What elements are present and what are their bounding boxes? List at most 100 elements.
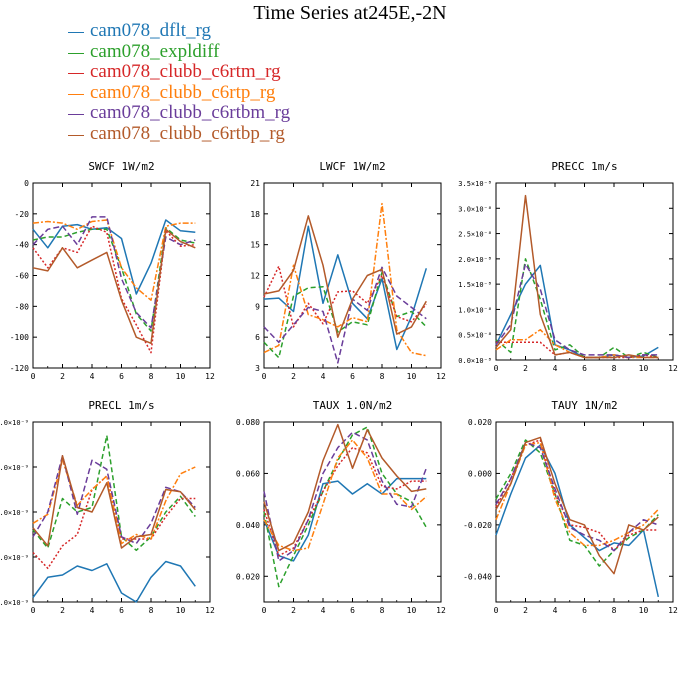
y-tick-label: -60 <box>15 272 30 281</box>
series-line-cam078-clubb-c6rtp-rg <box>32 219 196 301</box>
series-line-cam078-clubb-c6rtm-rg <box>32 475 196 570</box>
legend-swatch <box>68 73 84 74</box>
x-tick-label: 6 <box>119 606 124 615</box>
y-tick-label: 9 <box>255 302 260 311</box>
legend-swatch <box>68 52 84 54</box>
plot-frame <box>495 182 674 361</box>
y-tick-label: -0.020 <box>463 521 492 530</box>
series-line-cam078-expldiff <box>263 426 427 588</box>
chart-panel: TAUX 1.0N/m2 0 2 4 6 8 10 12 0.020 0.040 0.060 0.08… <box>236 399 446 615</box>
series-line-cam078-clubb-c6rtbp-rg <box>495 436 659 575</box>
x-tick-label: 0 <box>31 606 36 615</box>
chart-title: PRECL 1m/s <box>88 399 154 412</box>
chart-title: PRECC 1m/s <box>551 160 617 173</box>
y-tick-label: 0.020 <box>236 572 260 581</box>
y-tick-label: -80 <box>15 302 30 311</box>
series-line-cam078-expldiff <box>32 434 196 552</box>
x-tick-label: 4 <box>90 372 95 381</box>
y-tick-label: -40 <box>15 241 30 250</box>
legend-item: cam078_dflt_rg <box>68 20 388 42</box>
x-tick-label: 0 <box>262 606 267 615</box>
figure-title: Time Series at245E,-2N <box>253 2 447 24</box>
x-tick-label: 4 <box>553 364 558 373</box>
x-tick-label: 6 <box>582 606 587 615</box>
y-tick-label: 0.020 <box>468 418 492 427</box>
series-line-cam078-clubb-c6rtm-rg <box>495 439 659 552</box>
legend-label: cam078_clubb_c6rtp_rg <box>90 81 276 103</box>
legend-item: cam078_expldiff <box>68 40 388 63</box>
series-line-cam078-dflt-rg <box>32 219 196 295</box>
y-tick-label: 0.000 <box>468 469 492 478</box>
x-tick-label: 10 <box>407 606 417 615</box>
legend-label: cam078_clubb_c6rtbp_rg <box>90 122 285 144</box>
legend-item: cam078_clubb_c6rtbp_rg <box>68 122 388 145</box>
x-tick-label: 0 <box>494 606 499 615</box>
chart-title: SWCF 1W/m2 <box>88 160 154 173</box>
series-line-cam078-clubb-c6rtbm-rg <box>32 455 196 545</box>
x-tick-label: 4 <box>90 606 95 615</box>
series-line-cam078-expldiff <box>263 271 427 359</box>
series-line-cam078-clubb-c6rtbm-rg <box>263 266 427 364</box>
series-line-cam078-dflt-rg <box>263 225 428 351</box>
series-line-cam078-clubb-c6rtbp-rg <box>32 455 196 549</box>
y-tick-label: 4.0×10⁻⁹ <box>0 509 29 517</box>
y-tick-label: 3.5×10⁻⁸ <box>458 180 492 188</box>
chart-panel: TAUY 1N/m2 0 2 4 6 8 10 12 -0.040 -0.020 0.000 0.02… <box>463 399 678 615</box>
x-tick-label: 6 <box>582 364 587 373</box>
legend-swatch <box>68 32 84 33</box>
chart-panel: SWCF 1W/m2 0 2 4 6 8 10 12 -120 -100 -80 -60 -40 -20 0 <box>10 160 215 381</box>
y-tick-label: 0.0×10⁻⁸ <box>458 357 492 365</box>
x-tick-label: 4 <box>553 606 558 615</box>
chart-title: TAUX 1.0N/m2 <box>313 399 392 412</box>
series-line-cam078-clubb-c6rtm-rg <box>263 265 427 328</box>
legend-label: cam078_expldiff <box>90 40 220 62</box>
x-tick-label: 8 <box>612 606 617 615</box>
series-line-cam078-clubb-c6rtbm-rg <box>32 216 196 329</box>
y-tick-label: 2.0×10⁻⁸ <box>458 256 492 264</box>
x-tick-label: 2 <box>523 364 528 373</box>
plot-frame <box>263 421 442 603</box>
x-tick-label: 6 <box>350 606 355 615</box>
y-tick-label: 12 <box>250 272 260 281</box>
x-tick-label: 10 <box>639 606 649 615</box>
y-tick-label: 6 <box>255 333 260 342</box>
chart-title: TAUY 1N/m2 <box>551 399 617 412</box>
series-line-cam078-clubb-c6rtbm-rg <box>495 263 659 359</box>
x-tick-label: 6 <box>119 372 124 381</box>
x-tick-label: 8 <box>612 364 617 373</box>
series-line-cam078-clubb-c6rtbp-rg <box>263 423 427 552</box>
series-line-cam078-clubb-c6rtm-rg <box>496 341 659 359</box>
y-tick-label: -20 <box>15 210 30 219</box>
x-tick-label: 2 <box>60 372 65 381</box>
y-tick-label: 3.0×10⁻⁸ <box>458 205 492 213</box>
series-line-cam078-clubb-c6rtp-rg <box>263 202 427 357</box>
y-tick-label: -0.040 <box>463 572 492 581</box>
legend-swatch <box>68 114 84 115</box>
x-tick-label: 2 <box>523 606 528 615</box>
series-line-cam078-clubb-c6rtbm-rg <box>495 441 659 552</box>
y-tick-label: 21 <box>250 179 260 188</box>
legend-item: cam078_clubb_c6rtbm_rg <box>68 102 388 124</box>
x-tick-label: 6 <box>350 372 355 381</box>
y-tick-label: 2.5×10⁻⁸ <box>458 231 492 239</box>
series-line-cam078-dflt-rg <box>32 560 196 603</box>
x-tick-label: 8 <box>380 372 385 381</box>
legend: cam078_dflt_rg cam078_expldiff cam078_club… <box>68 20 388 152</box>
chart-panel: LWCF 1W/m2 0 2 4 6 8 10 12 3 6 9 12 15 18 21 <box>250 160 446 381</box>
y-tick-label: 0 <box>24 179 29 188</box>
x-tick-label: 0 <box>494 364 499 373</box>
chart-title: LWCF 1W/m2 <box>319 160 385 173</box>
legend-item: cam078_clubb_c6rtm_rg <box>68 61 388 83</box>
x-tick-label: 12 <box>205 606 215 615</box>
series-line-cam078-dflt-rg <box>495 264 659 359</box>
series-line-cam078-clubb-c6rtbm-rg <box>263 431 428 562</box>
x-tick-label: 4 <box>321 372 326 381</box>
series-line-cam078-clubb-c6rtm-rg <box>263 446 427 557</box>
legend-label: cam078_clubb_c6rtm_rg <box>90 61 281 82</box>
x-tick-label: 8 <box>149 372 154 381</box>
y-tick-label: 3 <box>255 364 260 373</box>
legend-item: cam078_clubb_c6rtp_rg <box>68 81 388 104</box>
x-tick-label: 12 <box>668 606 678 615</box>
chart-panel: PRECL 1m/s 0 2 4 6 8 10 12 0.0×10⁻⁹ 2.0×10⁻⁹ 4.0×1… <box>0 399 215 615</box>
